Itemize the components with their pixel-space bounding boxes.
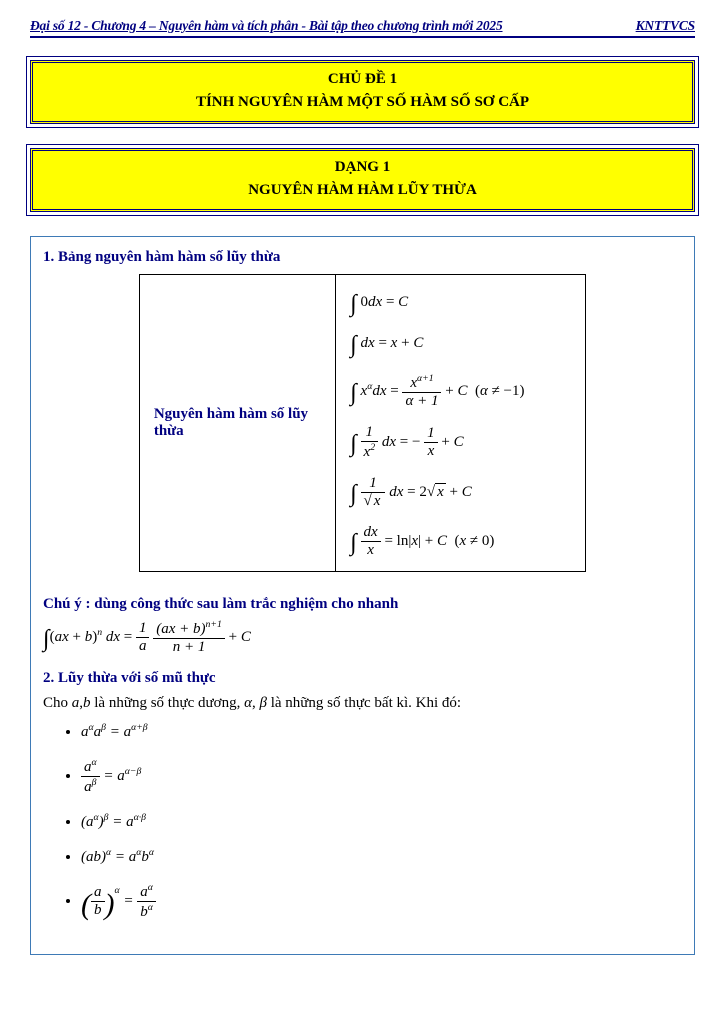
- banner1-line2: TÍNH NGUYÊN HÀM MỘT SỐ HÀM SỐ SƠ CẤP: [33, 94, 692, 111]
- note-heading: Chú ý : dùng công thức sau làm trắc nghi…: [43, 596, 682, 613]
- rule-3: (aα)β = aα·β: [81, 812, 682, 831]
- banner2-line2: NGUYÊN HÀM HÀM LŨY THỪA: [33, 182, 692, 199]
- banner-dang: DẠNG 1 NGUYÊN HÀM HÀM LŨY THỪA: [30, 148, 695, 212]
- rule-5: ( a b )α = aα bα: [81, 882, 682, 922]
- intro2-b: là những số thực dương,: [91, 695, 245, 711]
- formula-6: ∫ dx x = ln|x| + C (x ≠ 0): [350, 524, 571, 559]
- content-box: 1. Bảng nguyên hàm hàm số lũy thừa Nguyê…: [30, 236, 695, 955]
- header-left: Đại số 12 - Chương 4 – Nguyên hàm và tíc…: [30, 18, 503, 34]
- integral-table: Nguyên hàm hàm số lũy thừa ∫ 0dx = C ∫ d…: [139, 274, 586, 572]
- note-formula: ∫(ax + b)n dx = 1 a (ax + b)n+1 n + 1 + …: [43, 619, 682, 656]
- rule-1: aαaβ = aα+β: [81, 722, 682, 741]
- table-label-cell: Nguyên hàm hàm số lũy thừa: [139, 275, 335, 572]
- formula-4: ∫ 1 x2 dx = − 1 x + C: [350, 424, 571, 461]
- page-header: Đại số 12 - Chương 4 – Nguyên hàm và tíc…: [30, 18, 695, 38]
- rule-2: aα aβ = aα−β: [81, 757, 682, 796]
- rule-4: (ab)α = aαbα: [81, 847, 682, 866]
- section-heading-2: 2. Lũy thừa với số mũ thực: [43, 670, 682, 687]
- section2-intro: Cho a,b là những số thực dương, α, β là …: [43, 695, 682, 712]
- banner2-line1: DẠNG 1: [33, 159, 692, 176]
- formula-5: ∫ 1 √x dx = 2√x + C: [350, 475, 571, 510]
- table-formula-cell: ∫ 0dx = C ∫ dx = x + C ∫ xαdx = xα+1 α +…: [336, 275, 586, 572]
- banner-chu-de: CHỦ ĐỀ 1 TÍNH NGUYÊN HÀM MỘT SỐ HÀM SỐ S…: [30, 60, 695, 124]
- section-heading-1: 1. Bảng nguyên hàm hàm số lũy thừa: [43, 249, 682, 266]
- intro2-a: Cho: [43, 695, 72, 711]
- banner1-line1: CHỦ ĐỀ 1: [33, 71, 692, 88]
- formula-2: ∫ dx = x + C: [350, 332, 571, 359]
- formula-3: ∫ xαdx = xα+1 α + 1 + C (α ≠ −1): [350, 373, 571, 410]
- formula-1: ∫ 0dx = C: [350, 291, 571, 318]
- rules-list: aαaβ = aα+β aα aβ = aα−β (aα)β = aα·β (a…: [43, 722, 682, 922]
- intro2-c: là những số thực bất kì. Khi đó:: [267, 695, 461, 711]
- header-right: KNTTVCS: [636, 18, 695, 34]
